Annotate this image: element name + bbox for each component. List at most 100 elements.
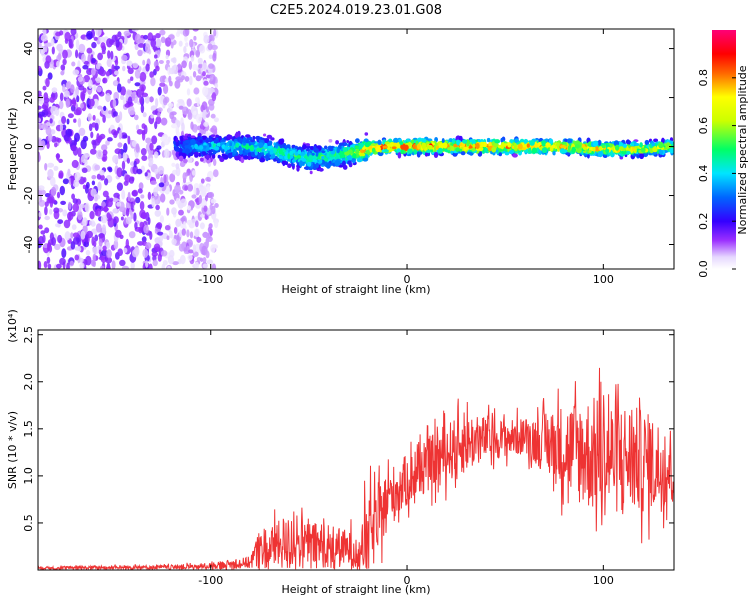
- spectrogram-cell: [105, 140, 110, 146]
- spectrogram-cell: [127, 191, 131, 202]
- spectrogram-cell: [99, 36, 106, 43]
- spectrogram-cell: [151, 135, 158, 145]
- spectrogram-cell: [198, 152, 202, 157]
- spectrogram-cell: [170, 42, 174, 49]
- spectrogram-cell: [44, 42, 48, 53]
- spectrogram-cell: [67, 168, 71, 177]
- y-tick-label: 20: [22, 91, 35, 105]
- spectrogram-cell: [113, 91, 120, 101]
- spectrogram-cell: [244, 144, 250, 150]
- spectrogram-cell: [200, 157, 204, 162]
- spectrogram-cell: [180, 198, 187, 207]
- spectrogram-cell: [74, 171, 81, 182]
- spectrogram-cell: [193, 129, 197, 133]
- spectrogram-cell: [166, 59, 170, 65]
- spectrogram-cell: [190, 135, 196, 139]
- spectrogram-cell: [117, 142, 123, 148]
- spectrogram-cell: [62, 83, 66, 93]
- figure-title: C2E5.2024.019.23.01.G08: [270, 3, 442, 18]
- spectrogram-cell: [145, 137, 152, 144]
- spectrogram-cell: [211, 92, 217, 102]
- spectrogram-cell: [38, 211, 42, 218]
- spectrogram-cell: [452, 138, 455, 144]
- spectrogram-cell: [618, 146, 624, 150]
- spectrogram-cell: [156, 145, 162, 150]
- spectrogram-cell: [552, 150, 556, 156]
- spectrogram-cell: [59, 185, 65, 196]
- spectrogram-cell: [38, 139, 43, 148]
- spectrogram-cell: [202, 151, 207, 156]
- spectrogram-cell: [86, 30, 93, 40]
- spectrogram-cell: [435, 145, 440, 150]
- spectrogram-cell: [134, 222, 138, 230]
- spectrogram-cell: [195, 75, 202, 82]
- spectrogram-cell: [54, 107, 60, 117]
- spectrogram-cell: [459, 148, 463, 153]
- spectrogram-cell: [123, 247, 128, 253]
- spectrogram-cell: [245, 138, 250, 144]
- spectrogram-cell: [171, 238, 177, 246]
- spectrogram-cell: [152, 110, 158, 115]
- spectrogram-cell: [101, 249, 108, 257]
- spectrogram-cell: [61, 116, 67, 124]
- spectrogram-cell: [70, 29, 77, 36]
- spectrogram-cell: [116, 182, 123, 191]
- spectrogram-cell: [105, 256, 113, 264]
- spectrogram-cell: [630, 142, 635, 147]
- spectrogram-cell: [145, 63, 150, 72]
- spectrogram-cell: [114, 148, 122, 155]
- spectrogram-cell: [76, 95, 80, 103]
- spectrogram-cell: [55, 223, 61, 228]
- spectrogram-cell: [517, 143, 523, 150]
- spectrogram-cell: [97, 105, 103, 110]
- spectrogram-cell: [242, 136, 247, 144]
- spectrogram-cell: [43, 92, 49, 101]
- spectrogram-cell: [131, 93, 136, 102]
- spectrogram-cell: [114, 59, 119, 66]
- spectrogram-cell: [175, 166, 181, 177]
- spectrogram-cell: [156, 222, 163, 230]
- spectrogram-cell: [56, 191, 61, 199]
- spectrogram-cell: [48, 208, 53, 215]
- spectrogram-cell: [84, 202, 90, 213]
- spectrogram-cell: [60, 70, 65, 76]
- spectrogram-cell: [179, 149, 183, 153]
- spectrogram-cell: [83, 60, 89, 65]
- spectrogram-cell: [158, 182, 165, 188]
- spectrogram-cell: [199, 44, 206, 54]
- spectrogram-cell: [145, 43, 151, 54]
- spectrogram-cell: [96, 133, 100, 143]
- spectrogram-cell: [149, 71, 155, 78]
- spectrogram-cell: [362, 157, 369, 162]
- spectrogram-cell: [458, 135, 463, 142]
- spectrogram-cell: [94, 164, 101, 171]
- spectrogram-cell: [377, 150, 384, 157]
- spectrogram-cell: [51, 87, 58, 93]
- spectrogram-cell: [213, 117, 219, 123]
- spectrogram-cell: [44, 215, 50, 221]
- spectrogram-cell: [258, 142, 264, 149]
- spectrogram-cell: [50, 38, 55, 46]
- spectrogram-cell: [139, 71, 147, 82]
- spectrogram-cell: [122, 65, 126, 72]
- spectrogram-cell: [184, 139, 190, 144]
- spectrogram-cell: [210, 44, 218, 51]
- spectrogram-x-axis-label: Height of straight line (km): [281, 283, 430, 296]
- spectrogram-cell: [206, 154, 210, 161]
- spectrogram-cell: [406, 138, 409, 142]
- spectrogram-cell: [160, 36, 166, 44]
- spectrogram-cell: [311, 159, 318, 163]
- spectrogram-cell: [101, 50, 106, 55]
- spectrogram-cell: [157, 112, 161, 118]
- spectrogram-cell: [79, 262, 85, 269]
- spectrogram-cell: [507, 142, 512, 148]
- spectrogram-cell: [202, 257, 207, 264]
- spectrogram-cell: [150, 180, 157, 185]
- spectrogram-cell: [302, 144, 307, 150]
- spectrogram-cell: [123, 142, 128, 153]
- spectrogram-cell: [151, 251, 158, 257]
- spectrogram-cell: [243, 155, 249, 160]
- spectrogram-cell: [137, 241, 144, 246]
- spectrogram-cell: [196, 236, 202, 243]
- spectrogram-cell: [172, 261, 179, 266]
